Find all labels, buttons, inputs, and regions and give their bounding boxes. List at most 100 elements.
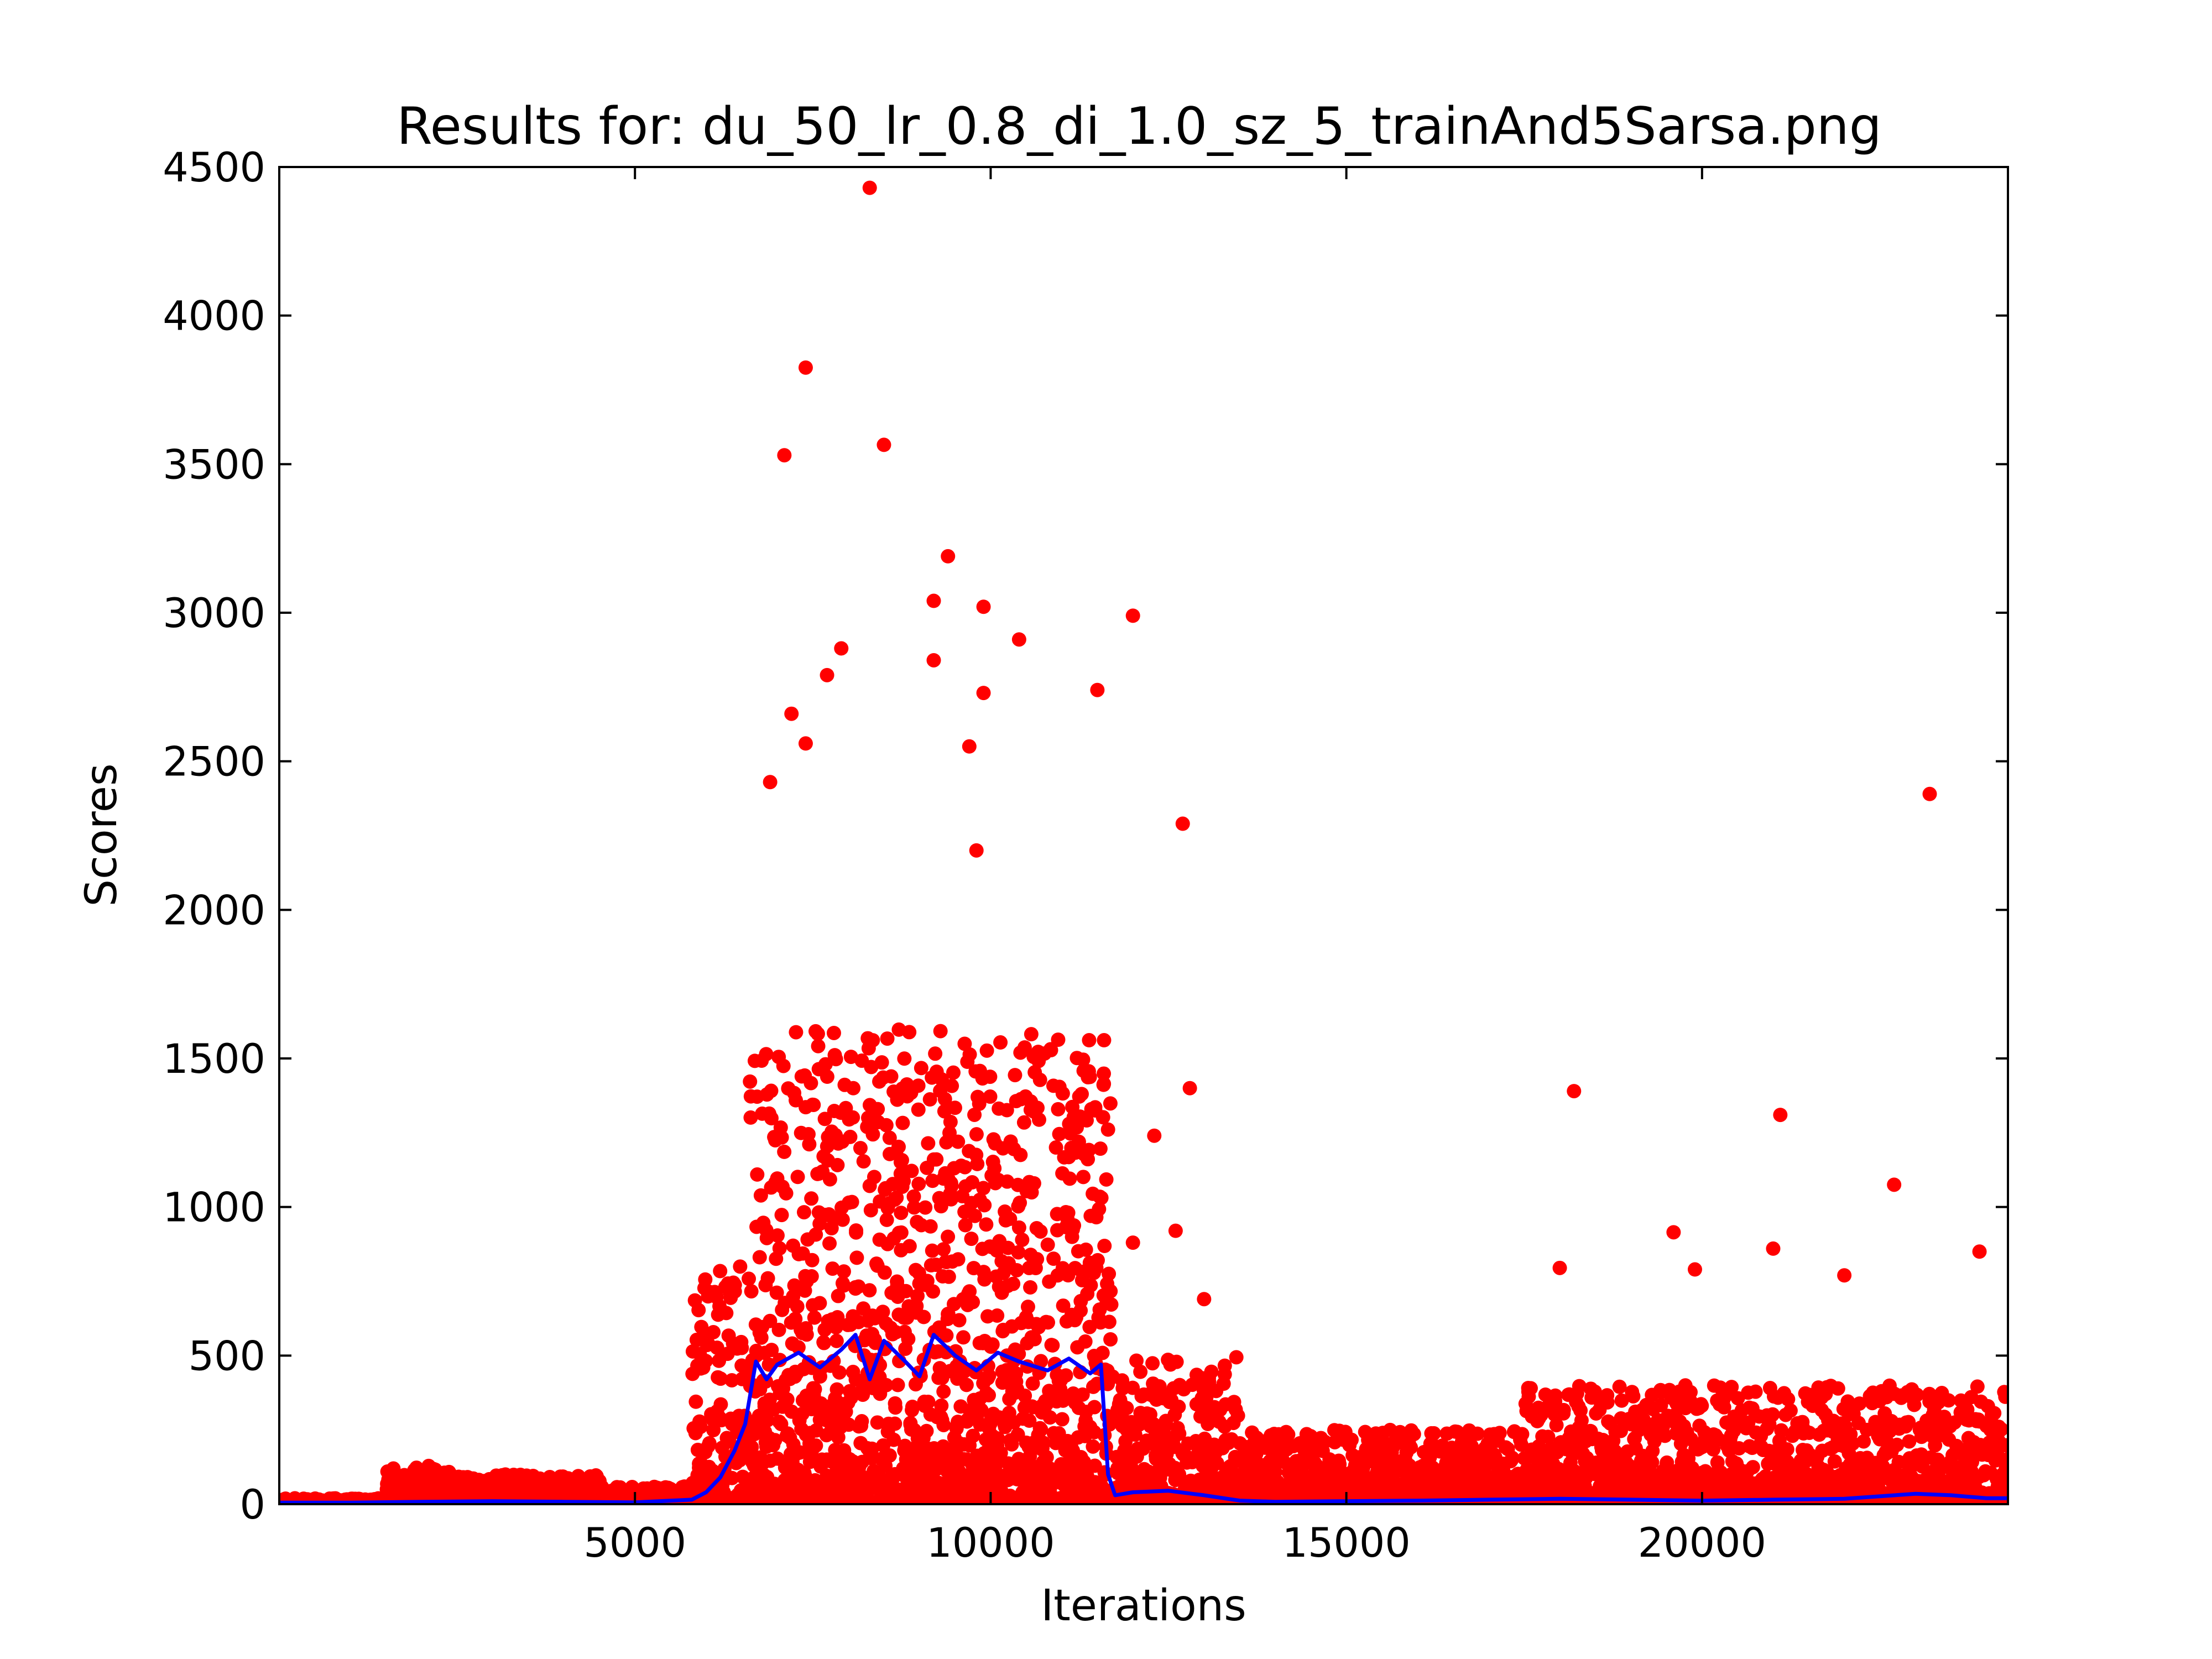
scatter-point [1556,1402,1571,1417]
scatter-point [799,1327,814,1342]
scatter-point [929,1152,944,1167]
scatter-point [1748,1384,1763,1399]
scatter-point [1103,1284,1118,1298]
scatter-point [933,1024,948,1039]
scatter-point [812,1296,827,1311]
scatter-point [1523,1381,1538,1396]
scatter-point [774,1208,789,1223]
scatter-point [807,1310,822,1325]
scatter-point [835,1212,850,1227]
scatter-point [810,1026,825,1041]
scatter-point [706,1422,721,1437]
scatter-point [1055,1086,1070,1101]
scatter-point [979,1217,994,1232]
scatter-point [727,1284,742,1299]
scatter-point [1083,1278,1098,1293]
scatter-point [941,1229,956,1244]
scatter-point [1600,1395,1615,1410]
scatter-point [899,1284,914,1298]
scatter-point [943,1192,958,1207]
scatter-point [752,1250,767,1265]
scatter-point [1094,1191,1109,1206]
scatter-point [1016,1115,1031,1130]
scatter-point [1612,1379,1627,1394]
scatter-point [884,1069,899,1084]
scatter-point [911,1102,926,1117]
scatter-point [744,1439,759,1454]
scatter-point [754,1330,769,1345]
scatter-point [808,1227,823,1242]
scatter-point [830,1310,845,1324]
scatter-point [1119,1401,1134,1416]
scatter-point [836,1278,851,1293]
scatter-point [951,1134,966,1149]
scatter-point [698,1272,713,1287]
scatter-point [979,1043,994,1058]
scatter-point [1023,1280,1038,1295]
scatter-point [896,1173,911,1188]
scatter-point [891,1139,906,1154]
scatter-point [772,1241,787,1256]
scatter-point [824,1220,839,1235]
scatter-point [863,1203,878,1218]
scatter-point [1090,1253,1105,1267]
scatter-point [828,1052,843,1067]
scatter-point [780,1392,795,1407]
scatter-point [897,1051,912,1066]
scatter-point [817,1112,832,1126]
scatter-point [825,1261,840,1276]
scatter-point [849,1250,864,1265]
scatter-point [920,1274,935,1288]
scatter-point [925,1243,940,1258]
scatter-point [904,1164,919,1178]
scatter-point [910,1288,925,1303]
scatter-point [894,1152,909,1167]
scatter-point [776,1058,791,1073]
scatter-point [1133,1364,1148,1379]
scatter-point [936,1417,951,1432]
scatter-point [934,1398,949,1413]
scatter-point [882,1448,897,1463]
scatter-point [843,1129,858,1144]
scatter-point [947,1100,962,1115]
scatter-point [1040,1237,1055,1252]
scatter-point [1406,1427,1421,1442]
scatter-point [902,1239,917,1254]
scatter-point [943,1114,958,1129]
scatter-point [734,1340,749,1355]
scatter-point [807,1382,822,1397]
scatter-point [914,1061,928,1076]
scatter-point [804,1076,818,1091]
scatter-point [822,1172,837,1187]
scatter-point [894,1206,909,1220]
scatter-point [1033,1224,1048,1239]
scatter-point [768,1433,782,1448]
scatter-point [1051,1102,1066,1117]
scatter-point [906,1200,921,1215]
scatter-point [843,1050,858,1065]
scatter-point [911,1176,926,1191]
scatter-point [983,1089,998,1104]
scatter-point [990,1308,1005,1323]
scatter-point [832,1365,847,1380]
scatter-point [1062,1171,1077,1186]
scatter-point [853,1141,868,1156]
scatter-point [713,1371,728,1386]
scatter-point [956,1330,971,1345]
scatter-point [830,1157,845,1172]
scatter-point [790,1299,805,1314]
scatter-point [1009,1262,1024,1277]
scatter-point [706,1324,721,1339]
scatter-point [774,1130,789,1145]
scatter-point [867,1170,881,1185]
scatter-point [1041,1315,1056,1330]
scatter-point [744,1284,759,1299]
scatter-point [1011,1220,1026,1235]
scatter-point [750,1167,765,1182]
scatter-point [985,1337,1000,1352]
scatter-point [890,1378,905,1392]
scatter-point [1087,1400,1102,1415]
scatter-point [941,1269,956,1284]
scatter-point [856,1154,871,1169]
